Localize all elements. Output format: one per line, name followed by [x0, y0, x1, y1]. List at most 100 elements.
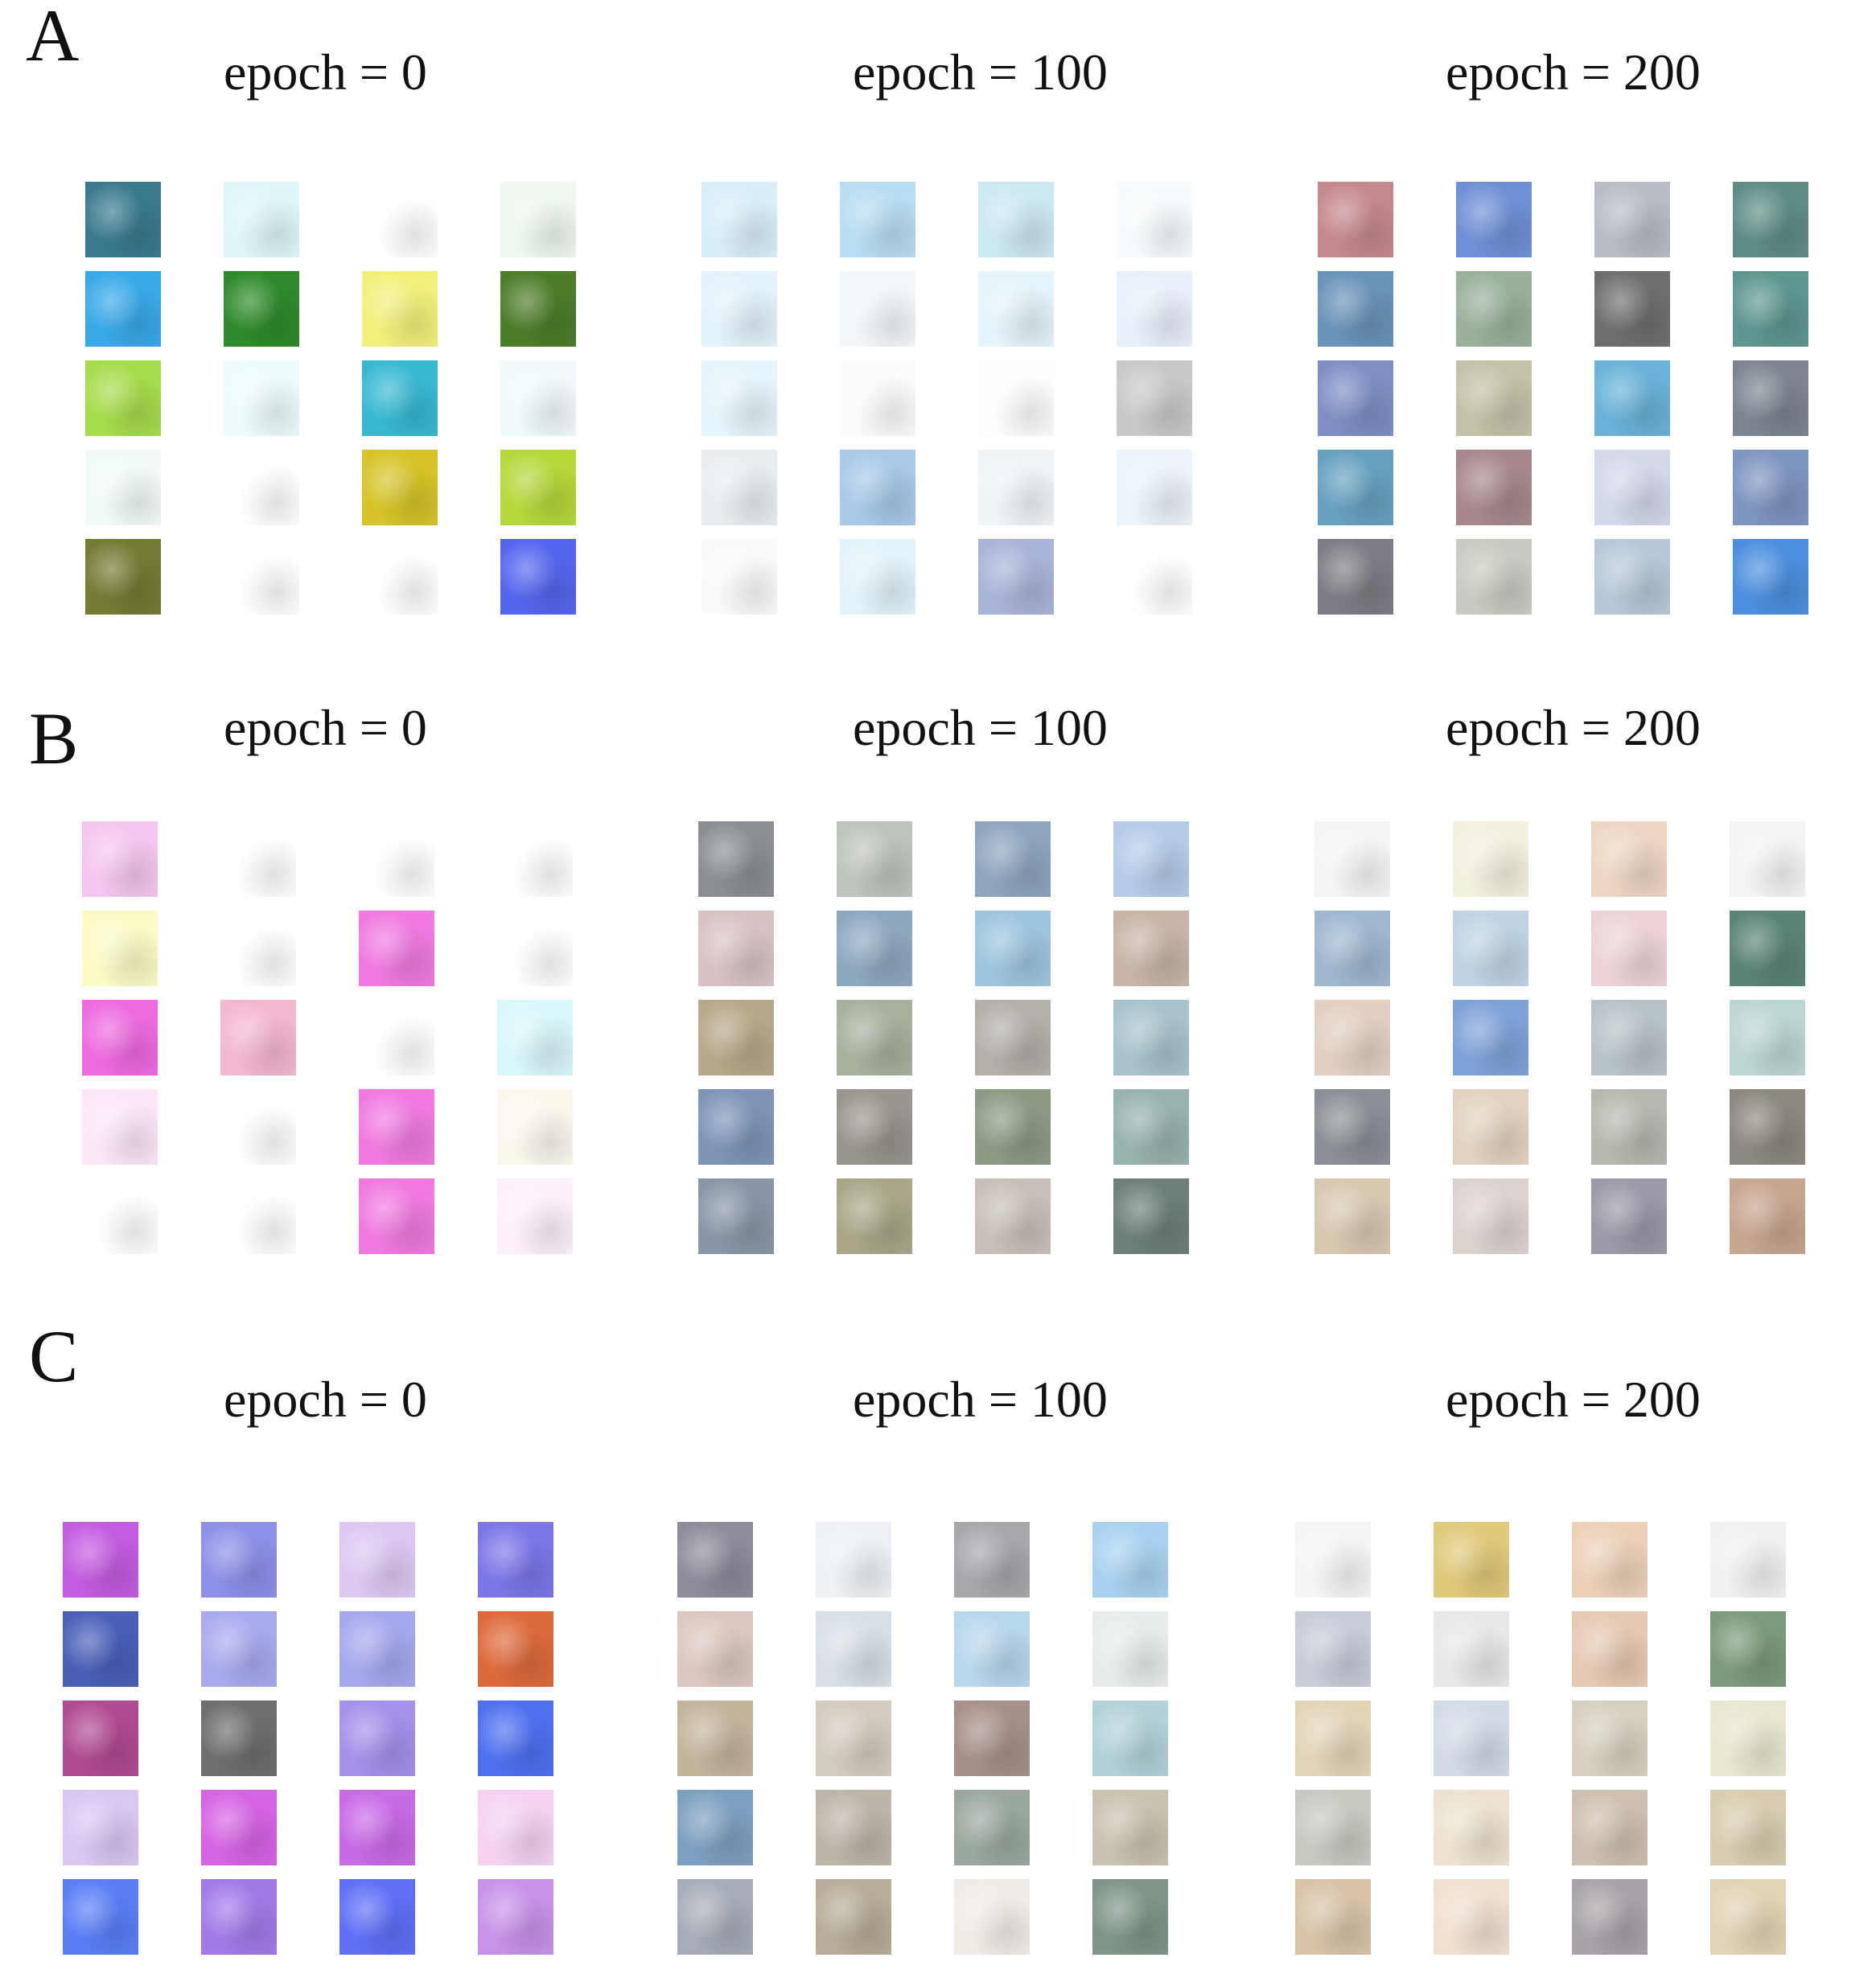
sample-image-tile — [1295, 1879, 1371, 1955]
sample-image-tile — [840, 360, 915, 436]
sample-image-tile — [1456, 360, 1532, 436]
sample-image-tile — [975, 1178, 1051, 1254]
sample-image-tile — [1456, 182, 1532, 257]
sample-image-tile — [82, 821, 158, 897]
sample-image-tile — [1434, 1790, 1509, 1865]
sample-image-tile — [954, 1611, 1030, 1687]
sample-image-tile — [1318, 182, 1393, 257]
sample-image-tile — [698, 1000, 774, 1075]
sample-image-tile — [701, 450, 777, 525]
sample-image-tile — [1733, 271, 1808, 347]
sample-image-tile — [954, 1879, 1030, 1955]
sample-image-tile — [220, 1089, 296, 1165]
sample-image-tile — [359, 911, 434, 986]
sample-image-tile — [362, 450, 438, 525]
sample-image-tile — [1092, 1879, 1168, 1955]
sample-image-tile — [1113, 821, 1189, 897]
sample-image-tile — [677, 1790, 753, 1865]
sample-image-tile — [497, 821, 573, 897]
sample-image-tile — [837, 1178, 912, 1254]
sample-image-tile — [1453, 1089, 1528, 1165]
sample-image-tile — [478, 1701, 553, 1776]
sample-image-tile — [1572, 1701, 1648, 1776]
sample-image-tile — [1434, 1611, 1509, 1687]
sample-image-tile — [978, 360, 1054, 436]
sample-image-tile — [362, 271, 438, 347]
sample-image-tile — [1434, 1701, 1509, 1776]
epoch-title: epoch = 100 — [853, 1371, 1108, 1428]
sample-image-tile — [1733, 539, 1808, 615]
sample-image-tile — [1733, 360, 1808, 436]
sample-image-tile — [201, 1790, 277, 1865]
sample-image-tile — [816, 1790, 891, 1865]
sample-image-tile — [339, 1611, 415, 1687]
sample-image-tile — [82, 1178, 158, 1254]
sample-image-tile — [1456, 271, 1532, 347]
sample-image-tile — [1594, 539, 1670, 615]
epoch-title: epoch = 0 — [224, 43, 427, 101]
sample-image-tile — [478, 1611, 553, 1687]
sample-image-tile — [677, 1522, 753, 1598]
sample-image-tile — [85, 360, 161, 436]
sample-image-tile — [677, 1701, 753, 1776]
sample-image-tile — [1113, 1089, 1189, 1165]
sample-image-tile — [1092, 1522, 1168, 1598]
sample-image-tile — [1295, 1522, 1371, 1598]
sample-image-tile — [224, 450, 299, 525]
sample-image-tile — [220, 1178, 296, 1254]
sample-image-tile — [85, 450, 161, 525]
sample-image-tile — [1434, 1522, 1509, 1598]
sample-image-tile — [1733, 450, 1808, 525]
sample-image-tile — [359, 1000, 434, 1075]
sample-image-tile — [1730, 1000, 1805, 1075]
sample-image-tile — [339, 1522, 415, 1598]
sample-image-tile — [975, 1000, 1051, 1075]
sample-image-tile — [1453, 911, 1528, 986]
sample-image-tile — [840, 450, 915, 525]
sample-image-tile — [816, 1879, 891, 1955]
sample-image-tile — [224, 539, 299, 615]
sample-image-tile — [816, 1522, 891, 1598]
sample-image-tile — [224, 182, 299, 257]
sample-image-tile — [1594, 450, 1670, 525]
sample-image-tile — [1710, 1879, 1786, 1955]
sample-image-tile — [1314, 1000, 1390, 1075]
sample-image-tile — [339, 1879, 415, 1955]
sample-image-tile — [701, 539, 777, 615]
sample-image-tile — [224, 360, 299, 436]
epoch-title: epoch = 200 — [1446, 1371, 1701, 1428]
sample-image-tile — [500, 539, 576, 615]
sample-image-tile — [201, 1522, 277, 1598]
sample-image-tile — [1572, 1522, 1648, 1598]
sample-image-tile — [497, 1000, 573, 1075]
sample-image-tile — [701, 182, 777, 257]
sample-image-tile — [63, 1611, 138, 1687]
sample-image-tile — [1710, 1522, 1786, 1598]
sample-image-tile — [698, 911, 774, 986]
sample-image-tile — [500, 360, 576, 436]
sample-image-tile — [220, 1000, 296, 1075]
sample-image-tile — [1092, 1611, 1168, 1687]
sample-image-tile — [82, 1089, 158, 1165]
epoch-title: epoch = 100 — [853, 699, 1108, 756]
sample-image-tile — [500, 182, 576, 257]
sample-image-tile — [1730, 1089, 1805, 1165]
sample-image-tile — [837, 911, 912, 986]
sample-image-tile — [1318, 271, 1393, 347]
sample-image-tile — [840, 539, 915, 615]
sample-image-tile — [201, 1879, 277, 1955]
sample-image-tile — [840, 271, 915, 347]
sample-image-tile — [1117, 450, 1192, 525]
sample-image-tile — [954, 1522, 1030, 1598]
sample-image-tile — [359, 1089, 434, 1165]
sample-image-tile — [1710, 1611, 1786, 1687]
sample-image-tile — [497, 911, 573, 986]
sample-image-tile — [85, 182, 161, 257]
sample-image-tile — [701, 360, 777, 436]
sample-image-tile — [339, 1701, 415, 1776]
sample-image-tile — [837, 1089, 912, 1165]
sample-image-tile — [1117, 271, 1192, 347]
epoch-title: epoch = 200 — [1446, 43, 1701, 101]
sample-image-tile — [1318, 539, 1393, 615]
sample-image-tile — [63, 1790, 138, 1865]
